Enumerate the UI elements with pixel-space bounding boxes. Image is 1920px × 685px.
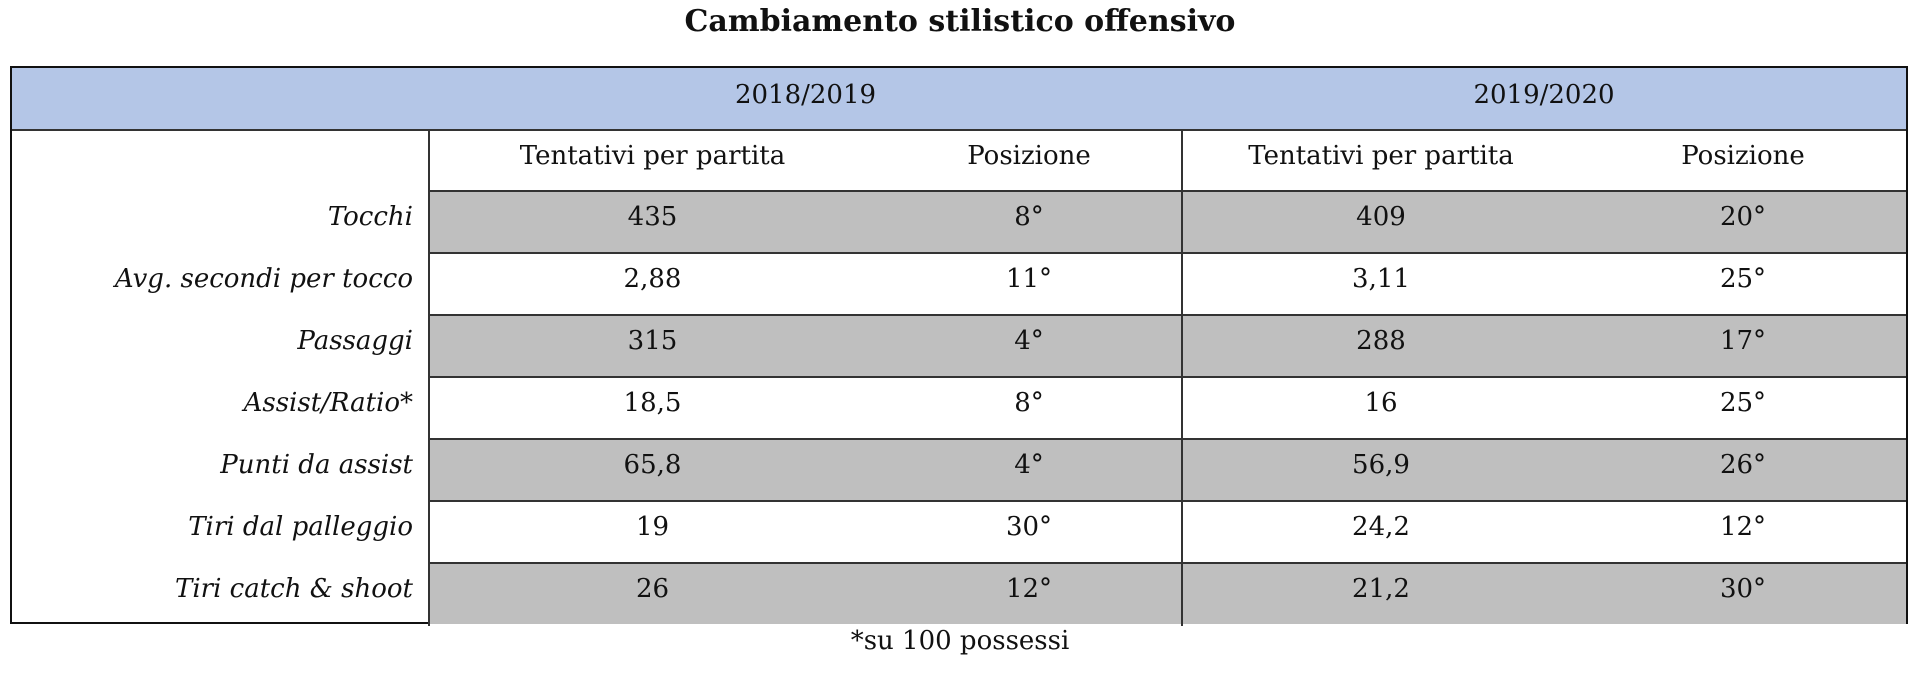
header-cell: 2019/2020	[1473, 79, 1615, 110]
cell: 435	[627, 202, 678, 232]
row-label: Punti da assist	[220, 450, 413, 480]
cell: 4°	[1014, 326, 1044, 356]
subheader-cell: Tentativi per partita	[1248, 140, 1514, 171]
row-shade	[429, 314, 1906, 376]
cell: 315	[627, 326, 678, 356]
row-shade	[429, 438, 1906, 500]
footnote: *su 100 possessi	[850, 626, 1070, 656]
cell: 11°	[1005, 264, 1053, 294]
divider	[429, 190, 1906, 192]
cell: 12°	[1719, 512, 1767, 542]
header-cell: 2018/2019	[734, 79, 877, 110]
row-label: Passaggi	[297, 326, 413, 356]
divider	[12, 129, 1906, 131]
cell: 8°	[1014, 388, 1044, 418]
cell: 17°	[1719, 326, 1767, 356]
subheader-cell: Posizione	[967, 140, 1091, 171]
cell: 409	[1356, 202, 1406, 232]
divider	[429, 562, 1906, 564]
cell: 24,2	[1352, 512, 1410, 542]
cell: 18,5	[623, 388, 682, 418]
cell: 25°	[1719, 264, 1767, 294]
cell: 65,8	[623, 450, 682, 480]
cell: 8°	[1014, 202, 1044, 232]
cell: 26	[635, 574, 670, 604]
cell: 21,2	[1352, 574, 1410, 604]
divider	[429, 314, 1906, 316]
row-label: Assist/Ratio*	[243, 388, 413, 418]
subheader-cell: Tentativi per partita	[519, 140, 786, 171]
cell: 3,11	[1352, 264, 1410, 294]
divider	[1181, 129, 1183, 626]
divider	[429, 376, 1906, 378]
cell: 20°	[1719, 202, 1767, 232]
row-label: Tiri catch & shoot	[175, 574, 413, 604]
cell: 30°	[1005, 512, 1053, 542]
cell: 30°	[1719, 574, 1767, 604]
cell: 4°	[1014, 450, 1044, 480]
divider	[428, 129, 430, 626]
cell: 25°	[1719, 388, 1767, 418]
cell: 26°	[1719, 450, 1767, 480]
cell: 19	[635, 512, 670, 542]
title: Cambiamento stilistico offensivo	[684, 4, 1236, 39]
divider	[429, 252, 1906, 254]
header-row	[12, 68, 1906, 129]
divider	[429, 500, 1906, 502]
row-label: Tiri dal palleggio	[188, 512, 413, 542]
row-shade	[429, 562, 1906, 624]
cell: 16	[1364, 388, 1398, 418]
row-shade	[429, 190, 1906, 252]
cell: 288	[1356, 326, 1406, 356]
row-label: Avg. secondi per tocco	[114, 264, 413, 294]
cell: 12°	[1005, 574, 1053, 604]
table: 2018/2019 2019/2020 Tentativi per partita P…	[10, 66, 1908, 626]
divider	[429, 438, 1906, 440]
row-label: Tocchi	[327, 202, 413, 232]
subheader-cell: Posizione	[1681, 140, 1805, 171]
cell: 2,88	[623, 264, 682, 294]
cell: 56,9	[1352, 450, 1410, 480]
